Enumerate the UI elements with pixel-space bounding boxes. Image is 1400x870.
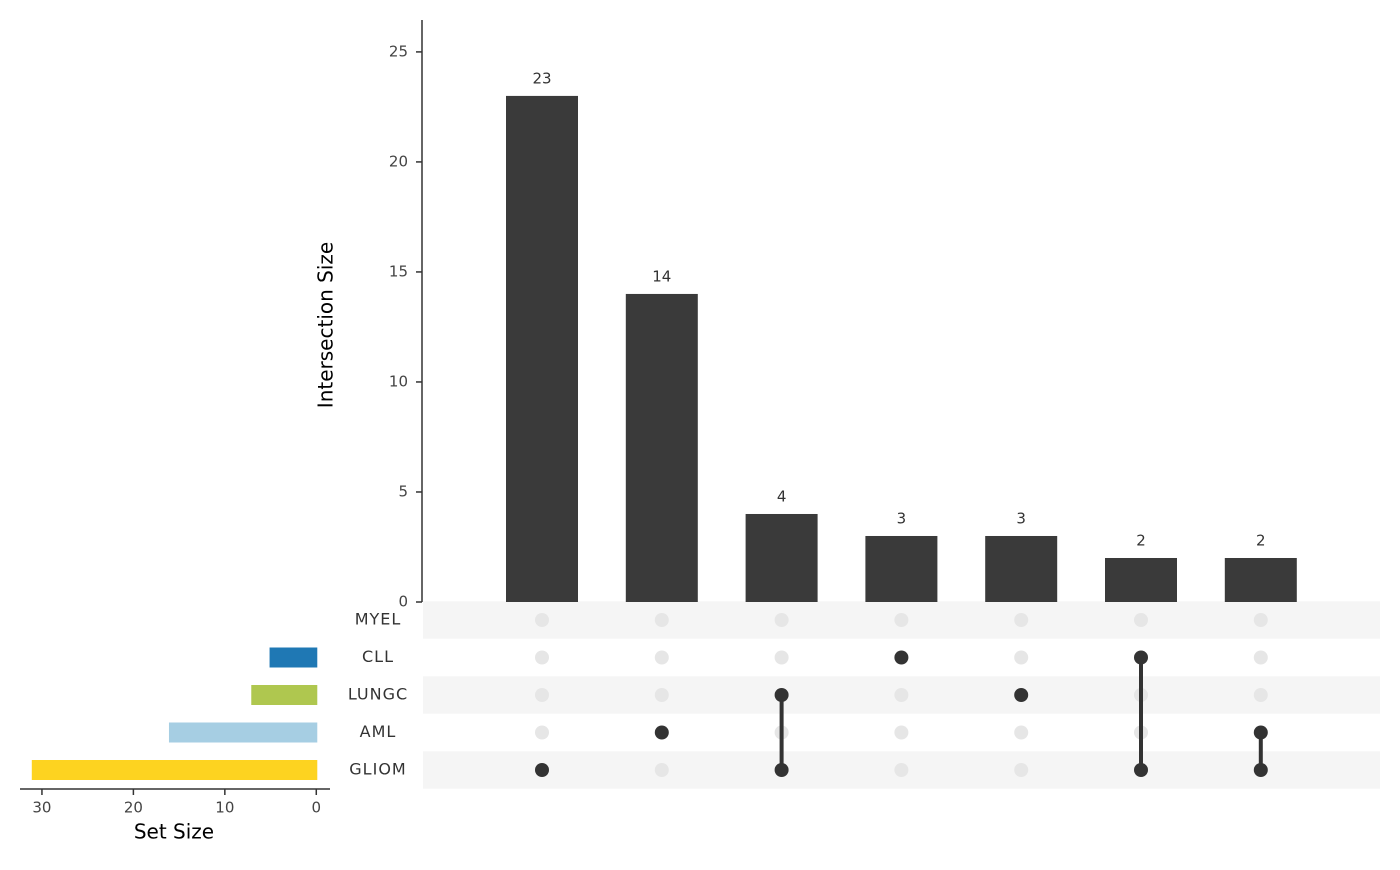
matrix-dot-empty	[1014, 613, 1029, 627]
set-size-title: Set Size	[134, 820, 214, 844]
x-tick-label: 0	[312, 799, 322, 817]
set-size-bar	[31, 760, 318, 780]
set-label: LUNGC	[348, 685, 408, 704]
x-tick-label: 20	[124, 799, 143, 817]
bar	[625, 293, 698, 602]
set-label: CLL	[362, 647, 394, 666]
matrix-dot-empty	[1014, 725, 1029, 740]
x-tick-label: 30	[32, 799, 51, 817]
matrix-dot-empty	[894, 688, 909, 702]
set-size-bar	[269, 647, 318, 668]
y-tick-label: 10	[389, 372, 408, 390]
matrix-dot-empty	[774, 650, 789, 665]
bar-label: 3	[1016, 509, 1026, 527]
matrix-dot-filled	[654, 725, 669, 740]
set-size-bar	[168, 722, 318, 743]
matrix-dot-filled	[1253, 725, 1268, 740]
y-tick-label: 0	[398, 593, 408, 611]
matrix-dot-empty	[894, 763, 909, 777]
y-tick-label: 25	[389, 42, 408, 60]
matrix-dot-empty	[1253, 650, 1268, 665]
bar	[985, 535, 1058, 602]
matrix-dot-filled	[1014, 688, 1029, 702]
bar	[865, 535, 938, 602]
bar	[745, 513, 818, 602]
matrix-dot-empty	[894, 725, 909, 740]
bar-label: 14	[652, 267, 671, 285]
matrix-dot-empty	[1253, 613, 1268, 627]
bar-label: 2	[1136, 531, 1146, 549]
matrix-dot-empty	[535, 650, 549, 665]
x-tick-label: 10	[215, 799, 234, 817]
matrix-dot-empty	[1134, 613, 1148, 627]
matrix-dot-filled	[774, 688, 789, 702]
matrix-dot-empty	[654, 650, 669, 665]
matrix-dot-empty	[654, 688, 669, 702]
bar	[1224, 557, 1297, 602]
matrix-dot-filled	[535, 763, 549, 777]
bar-label: 23	[532, 69, 551, 87]
bar-label: 2	[1256, 531, 1266, 549]
set-label: AML	[360, 722, 397, 741]
matrix-dot-empty	[535, 613, 549, 627]
bar	[1105, 557, 1177, 602]
bar	[506, 95, 578, 603]
matrix-dot-filled	[894, 650, 909, 665]
matrix-dot-empty	[1014, 763, 1029, 777]
set-size-bar	[251, 685, 318, 705]
y-tick-label: 15	[389, 262, 408, 280]
set-label: MYEL	[355, 610, 402, 629]
matrix-dot-empty	[1253, 688, 1268, 702]
set-label: GLIOM	[349, 760, 406, 779]
matrix-dot-empty	[654, 613, 669, 627]
matrix-dot-empty	[1014, 650, 1029, 665]
matrix-dot-filled	[774, 763, 789, 777]
y-axis-title: Intersection Size	[314, 242, 338, 408]
matrix-dot-empty	[535, 725, 549, 740]
matrix-dot-filled	[1253, 763, 1268, 777]
y-tick-label: 5	[398, 482, 408, 500]
bar-label: 4	[777, 487, 787, 505]
bar-label: 3	[897, 509, 907, 527]
matrix-dot-empty	[774, 613, 789, 627]
matrix-dot-filled	[1134, 650, 1148, 665]
matrix-dot-filled	[1134, 763, 1148, 777]
matrix-dot-empty	[894, 613, 909, 627]
matrix-dot-empty	[654, 763, 669, 777]
matrix-dot-empty	[535, 688, 549, 702]
y-tick-label: 20	[389, 152, 408, 170]
